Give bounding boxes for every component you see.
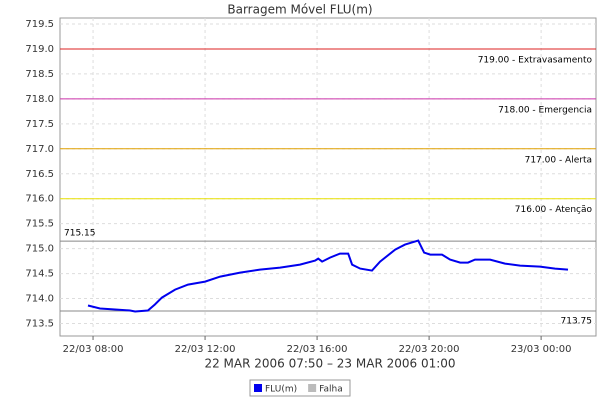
x-tick-label: 22/03 20:00	[399, 344, 460, 355]
y-tick-label: 714.5	[25, 269, 54, 280]
y-tick-label: 717.5	[25, 119, 54, 130]
y-tick-label: 713.5	[25, 319, 54, 330]
legend-swatch	[308, 384, 317, 392]
chart-title: Barragem Móvel FLU(m)	[227, 3, 372, 17]
y-tick-label: 715.0	[25, 244, 54, 255]
y-tick-label: 717.0	[25, 144, 54, 155]
y-tick-label: 714.0	[25, 294, 54, 305]
y-tick-label: 718.0	[25, 94, 54, 105]
threshold-label: 719.00 - Extravasamento	[478, 55, 593, 65]
plot-area	[59, 17, 597, 337]
x-tick-label: 22/03 08:00	[63, 344, 124, 355]
y-tick-label: 719.0	[25, 44, 54, 55]
threshold-label: 716.00 - Atenção	[515, 205, 593, 215]
marker-label: 715.15	[64, 229, 96, 239]
data-line	[87, 239, 569, 313]
x-tick-label: 23/03 00:00	[511, 344, 572, 355]
y-tick-label: 716.0	[25, 194, 54, 205]
x-tick-label: 22/03 16:00	[287, 344, 348, 355]
y-tick-label: 715.5	[25, 219, 54, 230]
y-tick-label: 718.5	[25, 69, 54, 80]
legend: FLU(m) Falha	[249, 379, 351, 397]
threshold-label: 718.00 - Emergencia	[498, 105, 592, 115]
legend-swatch	[254, 384, 262, 392]
marker-label: 713.75	[561, 317, 593, 327]
legend-label: FLU(m)	[265, 385, 297, 395]
threshold-label: 717.00 - Alerta	[525, 155, 592, 165]
legend-label: Falha	[319, 385, 343, 395]
legend-box	[249, 379, 351, 397]
x-tick-label: 22/03 12:00	[175, 344, 236, 355]
x-axis-label: 22 MAR 2006 07:50 – 23 MAR 2006 01:00	[204, 357, 455, 371]
y-tick-label: 716.5	[25, 169, 54, 180]
y-tick-label: 719.5	[25, 19, 54, 30]
